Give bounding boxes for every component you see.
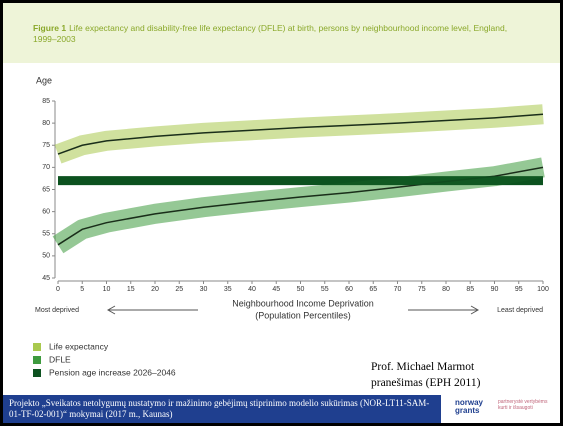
x-tick-label: 90 — [491, 286, 499, 293]
legend-swatch — [33, 343, 41, 351]
x-tick-label: 65 — [369, 286, 377, 293]
y-tick-label: 70 — [42, 164, 50, 171]
x-tick-label: 70 — [394, 286, 402, 293]
x-tick-label: 25 — [175, 286, 183, 293]
x-annotation: Most deprived — [35, 307, 79, 314]
y-tick-label: 50 — [42, 253, 50, 260]
chart: Age 45 50 55 60 65 70 75 80 85 0 5 10 15 20 25 30 35 40 45 5… — [33, 75, 549, 377]
y-tick-label: 55 — [42, 231, 50, 238]
arrow — [106, 305, 198, 315]
logo-text: norway — [455, 398, 484, 407]
y-tick-label: 85 — [42, 98, 50, 105]
y-tick-label: 45 — [42, 275, 50, 282]
x-tick-label: 50 — [297, 286, 305, 293]
arrow — [408, 305, 480, 315]
header-band — [3, 3, 560, 63]
legend-label: Life expectancy — [49, 341, 109, 351]
logo-text: grants — [455, 406, 480, 415]
band — [58, 176, 543, 186]
y-tick-label: 60 — [42, 208, 50, 215]
y-tick-label: 65 — [42, 186, 50, 193]
author-line: pranešimas (EPH 2011) — [371, 377, 481, 389]
y-tick-label: 75 — [42, 142, 50, 149]
y-tick-label: 80 — [42, 120, 50, 127]
title-text: Life expectancy and disability-free life… — [33, 23, 508, 44]
x-axis-label: Neighbourhood Income Deprivation — [232, 298, 374, 308]
x-tick-label: 100 — [537, 286, 549, 293]
x-tick-label: 10 — [103, 286, 111, 293]
x-annotation: Least deprived — [497, 307, 543, 314]
x-tick-label: 95 — [515, 286, 523, 293]
x-tick-label: 15 — [127, 286, 135, 293]
legend-swatch — [33, 369, 41, 377]
author: Prof. Michael Marmot pranešimas (EPH 2011… — [371, 359, 480, 391]
legend-label: DFLE — [49, 354, 71, 364]
footer: Projekto „Sveikatos netolygumų nustatymo… — [3, 395, 441, 423]
x-tick-label: 35 — [224, 286, 232, 293]
x-tick-label: 5 — [80, 286, 84, 293]
logo: partnerystė vertybėms kurti ir išsaugoti — [498, 399, 548, 411]
x-tick-label: 0 — [56, 286, 60, 293]
trend-line — [57, 113, 544, 155]
y-axis-label: Age — [36, 75, 52, 85]
logo: norway grants — [455, 399, 483, 415]
x-tick-label: 85 — [466, 286, 474, 293]
series-spread — [54, 104, 544, 164]
x-tick-label: 60 — [345, 286, 353, 293]
figure-label: Figure 1 — [33, 23, 67, 33]
x-tick-label: 45 — [272, 286, 280, 293]
x-axis-label: (Population Percentiles) — [255, 310, 351, 320]
legend-swatch — [33, 356, 41, 364]
x-tick-label: 80 — [442, 286, 450, 293]
x-tick-label: 20 — [151, 286, 159, 293]
legend-label: Pension age increase 2026–2046 — [49, 367, 176, 377]
chart-title: Figure 1 Life expectancy and disability-f… — [33, 23, 533, 45]
x-tick-label: 40 — [248, 286, 256, 293]
x-tick-label: 30 — [200, 286, 208, 293]
author-line: Prof. Michael Marmot — [371, 361, 475, 373]
x-tick-label: 75 — [418, 286, 426, 293]
x-tick-label: 55 — [321, 286, 329, 293]
